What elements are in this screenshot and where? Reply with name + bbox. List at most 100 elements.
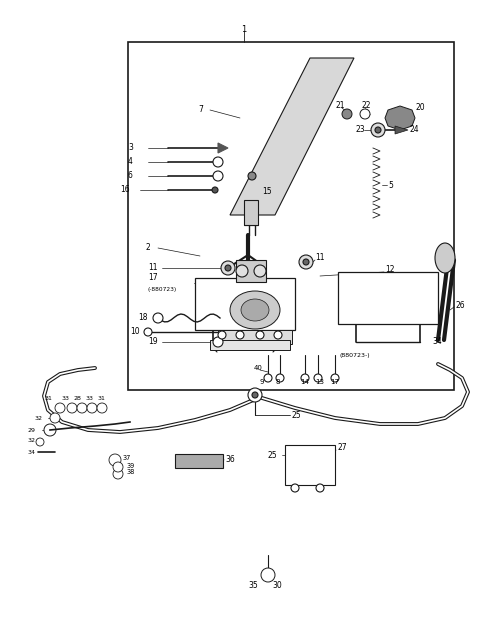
Text: 16: 16 bbox=[120, 185, 130, 195]
Ellipse shape bbox=[230, 291, 280, 329]
Text: 11: 11 bbox=[315, 253, 324, 263]
Text: 31: 31 bbox=[98, 396, 106, 401]
Text: 30: 30 bbox=[272, 580, 282, 590]
Text: (-880723): (-880723) bbox=[148, 288, 177, 293]
Text: 24: 24 bbox=[410, 125, 420, 135]
Text: 13: 13 bbox=[315, 379, 324, 385]
Text: 22: 22 bbox=[362, 102, 372, 110]
Text: 8: 8 bbox=[276, 379, 280, 385]
Text: 34: 34 bbox=[432, 338, 442, 346]
Text: 23: 23 bbox=[355, 125, 365, 135]
Polygon shape bbox=[385, 106, 415, 130]
Text: 17: 17 bbox=[148, 273, 157, 283]
Bar bbox=[210, 340, 290, 350]
Text: 19: 19 bbox=[148, 338, 157, 346]
Text: 17: 17 bbox=[330, 379, 339, 385]
Text: 37: 37 bbox=[123, 455, 132, 461]
Text: 33: 33 bbox=[62, 396, 70, 401]
Circle shape bbox=[261, 568, 275, 582]
Circle shape bbox=[316, 484, 324, 492]
Bar bbox=[218, 330, 292, 344]
Text: 9: 9 bbox=[260, 379, 264, 385]
Text: 2: 2 bbox=[145, 243, 150, 253]
Text: 21: 21 bbox=[335, 102, 345, 110]
Circle shape bbox=[375, 127, 381, 133]
Bar bbox=[128, 42, 454, 390]
Text: 38: 38 bbox=[127, 469, 135, 475]
Text: 1: 1 bbox=[241, 26, 247, 34]
Circle shape bbox=[291, 484, 299, 492]
Circle shape bbox=[256, 331, 264, 339]
Circle shape bbox=[301, 374, 309, 382]
Circle shape bbox=[97, 403, 107, 413]
Text: 34: 34 bbox=[28, 449, 36, 454]
Bar bbox=[175, 454, 223, 468]
Bar bbox=[236, 260, 266, 282]
Circle shape bbox=[221, 261, 235, 275]
Bar bbox=[244, 200, 258, 225]
Text: 36: 36 bbox=[225, 456, 235, 464]
Circle shape bbox=[248, 388, 262, 402]
Text: 18: 18 bbox=[138, 313, 147, 323]
Circle shape bbox=[87, 403, 97, 413]
Text: 12: 12 bbox=[385, 265, 395, 275]
Circle shape bbox=[218, 331, 226, 339]
Text: 7: 7 bbox=[198, 105, 203, 114]
Circle shape bbox=[236, 265, 248, 277]
Text: 15: 15 bbox=[262, 187, 272, 197]
Circle shape bbox=[67, 403, 77, 413]
Polygon shape bbox=[395, 126, 408, 134]
Circle shape bbox=[254, 265, 266, 277]
Circle shape bbox=[314, 374, 322, 382]
Bar bbox=[285, 445, 335, 485]
Text: 6: 6 bbox=[128, 172, 133, 180]
Text: 11: 11 bbox=[148, 263, 157, 273]
Text: 29: 29 bbox=[28, 427, 36, 432]
Text: 25: 25 bbox=[292, 411, 301, 419]
Circle shape bbox=[371, 123, 385, 137]
Circle shape bbox=[44, 424, 56, 436]
Text: 25: 25 bbox=[268, 451, 277, 459]
Circle shape bbox=[153, 313, 163, 323]
Circle shape bbox=[299, 255, 313, 269]
Circle shape bbox=[77, 403, 87, 413]
Circle shape bbox=[331, 374, 339, 382]
Circle shape bbox=[144, 328, 152, 336]
Text: 27: 27 bbox=[337, 444, 347, 452]
Text: 26: 26 bbox=[455, 301, 465, 310]
Text: 35: 35 bbox=[248, 580, 258, 590]
Circle shape bbox=[213, 157, 223, 167]
Text: 33: 33 bbox=[86, 396, 94, 401]
Text: 31: 31 bbox=[45, 396, 53, 401]
Circle shape bbox=[55, 403, 65, 413]
Circle shape bbox=[36, 438, 44, 446]
Circle shape bbox=[225, 265, 231, 271]
Bar bbox=[195, 278, 295, 330]
Circle shape bbox=[360, 109, 370, 119]
Circle shape bbox=[274, 331, 282, 339]
Circle shape bbox=[303, 259, 309, 265]
Text: 20: 20 bbox=[415, 104, 425, 112]
Circle shape bbox=[113, 469, 123, 479]
Ellipse shape bbox=[435, 243, 455, 273]
Text: 28: 28 bbox=[74, 396, 82, 401]
Circle shape bbox=[50, 413, 60, 423]
Circle shape bbox=[113, 462, 123, 472]
Bar bbox=[338, 272, 438, 324]
Polygon shape bbox=[230, 58, 354, 215]
Circle shape bbox=[248, 172, 256, 180]
Text: 40: 40 bbox=[254, 365, 263, 371]
Circle shape bbox=[213, 337, 223, 347]
Circle shape bbox=[109, 454, 121, 466]
Polygon shape bbox=[218, 143, 228, 153]
Text: 14: 14 bbox=[300, 379, 309, 385]
Circle shape bbox=[264, 374, 272, 382]
Text: 32: 32 bbox=[28, 437, 36, 442]
Circle shape bbox=[276, 374, 284, 382]
Text: 3: 3 bbox=[128, 144, 133, 152]
Ellipse shape bbox=[220, 283, 290, 338]
Circle shape bbox=[252, 392, 258, 398]
Ellipse shape bbox=[241, 299, 269, 321]
Text: 39: 39 bbox=[127, 463, 135, 469]
Text: 32: 32 bbox=[35, 416, 43, 421]
